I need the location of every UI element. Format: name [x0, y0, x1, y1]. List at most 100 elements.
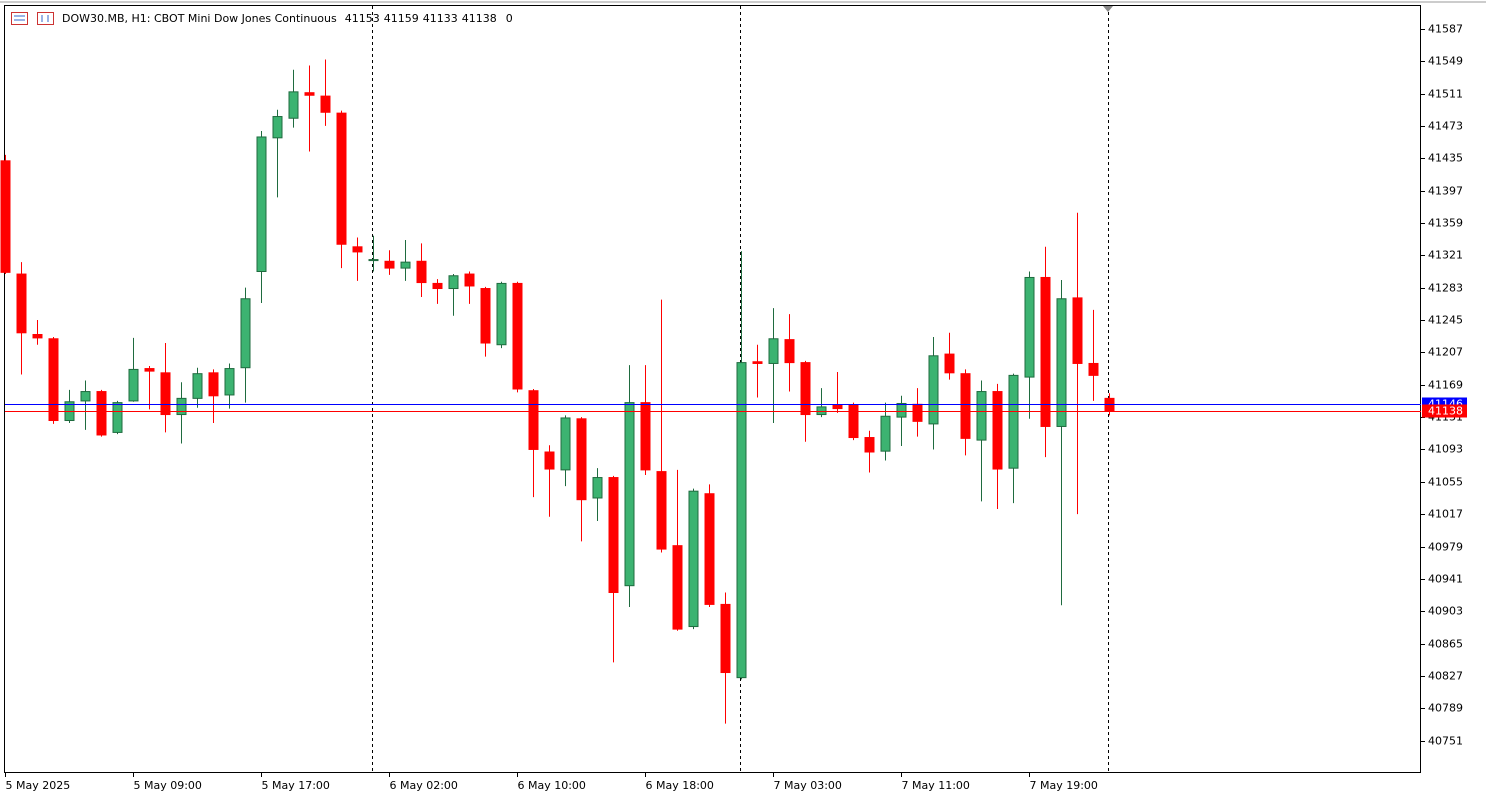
- y-tick-label: 41283: [1428, 282, 1463, 295]
- candle-body: [768, 338, 779, 364]
- y-tick-label: 40941: [1428, 573, 1463, 586]
- candle-body: [640, 402, 651, 471]
- candle-body: [1008, 374, 1019, 469]
- shift-marker: [1103, 6, 1113, 12]
- header-value: 41159: [384, 12, 419, 25]
- candle-body: [192, 373, 203, 399]
- x-tick-label: 7 May 11:00: [902, 779, 970, 792]
- candle-body: [560, 417, 571, 471]
- candle-body: [240, 298, 251, 369]
- x-tick-label: 7 May 19:00: [1030, 779, 1098, 792]
- y-tick-label: 40827: [1428, 670, 1463, 683]
- header-value: 41153: [345, 12, 380, 25]
- y-tick-label: 41397: [1428, 185, 1463, 198]
- plot-frame: [4, 5, 1421, 773]
- candle-body: [1040, 276, 1051, 427]
- candle-body: [720, 603, 731, 674]
- price-label: 41138: [1428, 405, 1463, 418]
- candle-body: [416, 260, 427, 284]
- candle-body: [352, 246, 363, 253]
- y-tick-label: 41093: [1428, 443, 1463, 456]
- candle-body: [880, 415, 891, 452]
- header-value: 0: [506, 12, 513, 25]
- candle-body: [112, 402, 123, 433]
- candle-body: [320, 95, 331, 113]
- y-tick-label: 41435: [1428, 152, 1463, 165]
- icon: [11, 12, 28, 25]
- candle-body: [96, 391, 107, 436]
- candle-body: [592, 477, 603, 499]
- x-tick-label: 6 May 10:00: [518, 779, 586, 792]
- y-tick-label: 41207: [1428, 346, 1463, 359]
- x-tick-label: 5 May 2025: [6, 779, 71, 792]
- y-tick-label: 41587: [1428, 23, 1463, 36]
- y-tick-label: 41321: [1428, 249, 1463, 262]
- candle-body: [704, 493, 715, 605]
- y-tick-label: 41359: [1428, 217, 1463, 230]
- candle-body: [144, 368, 155, 372]
- candle-body: [0, 160, 11, 273]
- candle-body: [16, 273, 27, 334]
- candle-body: [960, 373, 971, 439]
- candle-body: [208, 372, 219, 397]
- candle-body: [928, 355, 939, 425]
- candle-body: [1072, 297, 1083, 364]
- y-tick-label: 40903: [1428, 605, 1463, 618]
- x-tick-label: 6 May 02:00: [390, 779, 458, 792]
- candle-body: [912, 403, 923, 422]
- header-value: 41133: [423, 12, 458, 25]
- candle-body: [480, 288, 491, 344]
- candle-body: [288, 91, 299, 119]
- y-tick-label: 40789: [1428, 702, 1463, 715]
- x-tick-label: 6 May 18:00: [646, 779, 714, 792]
- candle-body: [1024, 276, 1035, 378]
- y-tick-label: 40865: [1428, 638, 1463, 651]
- candle-body: [816, 406, 827, 416]
- candle-body: [512, 282, 523, 390]
- candle-body: [992, 391, 1003, 470]
- y-tick-label: 41511: [1428, 88, 1463, 101]
- candle-body: [176, 397, 187, 416]
- candle-body: [1088, 362, 1099, 376]
- icon: [37, 12, 54, 25]
- candles: [0, 59, 1115, 724]
- candle-body: [400, 261, 411, 269]
- candle-body: [1056, 298, 1067, 427]
- candle-body: [80, 391, 91, 402]
- candle-body: [448, 275, 459, 290]
- candle-body: [832, 404, 843, 410]
- candle-body: [576, 418, 587, 501]
- candle-body: [128, 368, 139, 402]
- candle-body: [256, 136, 267, 273]
- candle-body: [32, 334, 43, 339]
- y-tick-label: 41017: [1428, 508, 1463, 521]
- candle-body: [160, 372, 171, 416]
- x-tick-label: 5 May 17:00: [262, 779, 330, 792]
- header-value: 41138: [462, 12, 497, 25]
- candle-body: [432, 282, 443, 290]
- candle-body: [736, 362, 747, 679]
- candle-body: [752, 361, 763, 364]
- candle-body: [896, 402, 907, 418]
- candle-body: [688, 490, 699, 628]
- candle-body: [800, 362, 811, 416]
- y-tick-label: 40979: [1428, 541, 1463, 554]
- y-tick-label: 41549: [1428, 55, 1463, 68]
- candle-body: [656, 471, 667, 550]
- candle-body: [784, 339, 795, 364]
- symbol-icon: [11, 12, 54, 25]
- candle-body: [848, 404, 859, 439]
- candle-body: [672, 545, 683, 630]
- candle-body: [496, 282, 507, 346]
- candle-body: [528, 390, 539, 450]
- candle-body: [864, 437, 875, 453]
- x-tick-label: 5 May 09:00: [134, 779, 202, 792]
- candle-body: [224, 368, 235, 396]
- y-tick-label: 41055: [1428, 476, 1463, 489]
- candle-body: [608, 477, 619, 593]
- candle-body: [368, 259, 379, 262]
- candle-body: [464, 273, 475, 287]
- candle-body: [624, 402, 635, 587]
- candle-body: [976, 391, 987, 441]
